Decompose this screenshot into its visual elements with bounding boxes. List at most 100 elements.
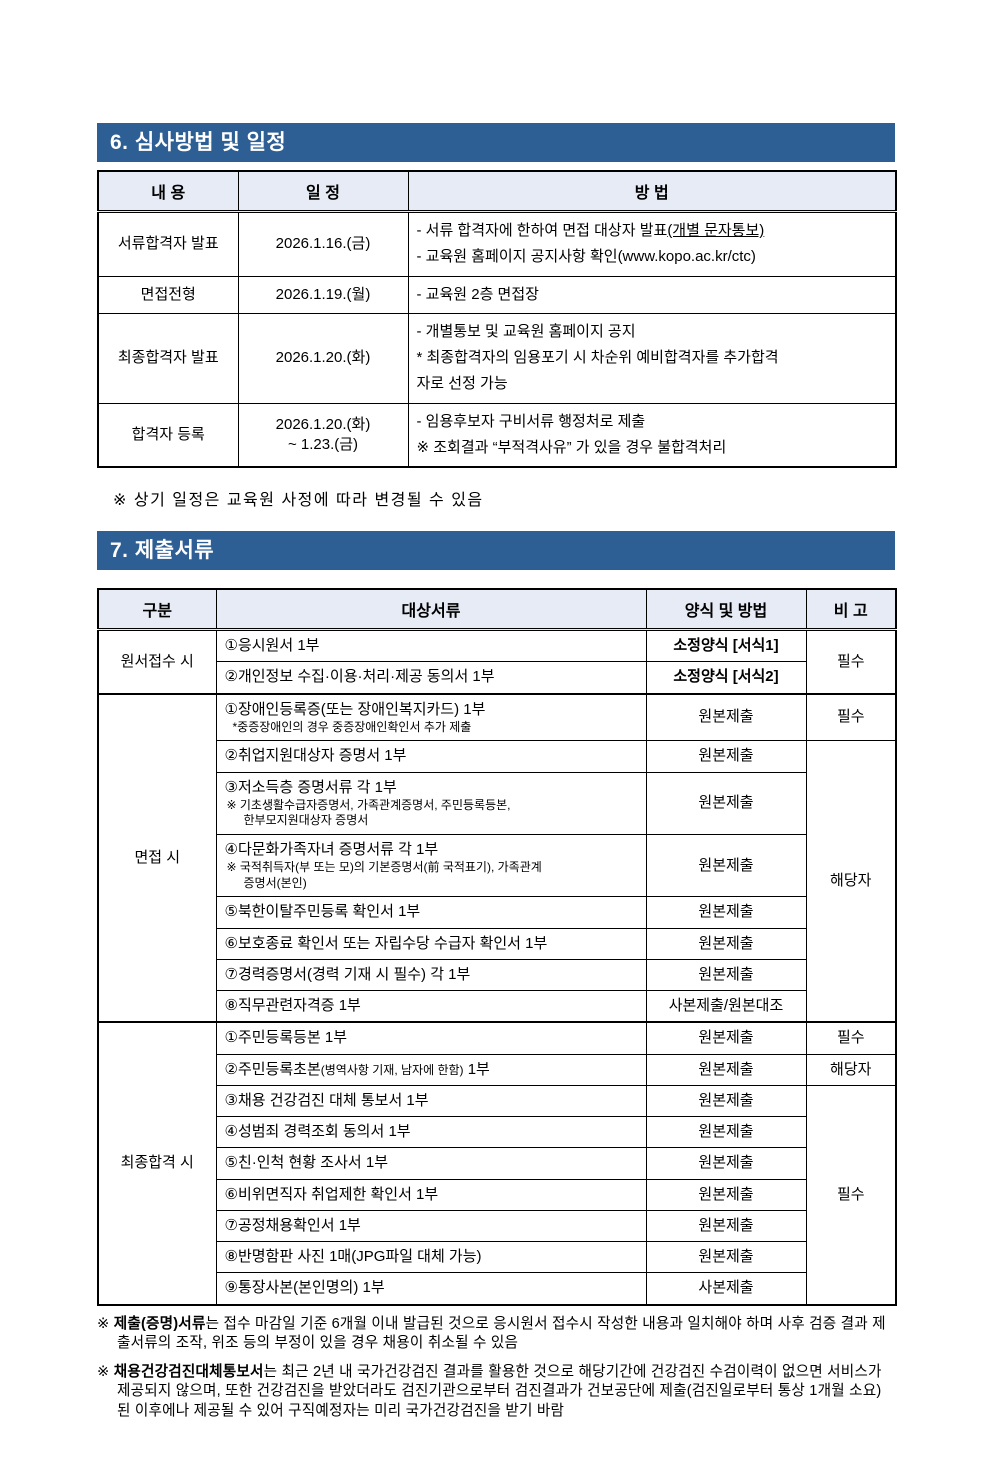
column-header-category: 구분 — [97, 588, 217, 631]
method-line: 자로 선정 가능 — [417, 371, 888, 397]
text-segment: ②취업지원대상자 증명서 1부 — [224, 747, 407, 765]
document-cell: ⑧반명함판 사진 1매(JPG파일 대체 가능) — [215, 1241, 647, 1274]
form-cell: 원본제출 — [645, 1209, 807, 1243]
table-row: ⑤친·인척 현황 조사서 1부 원본제출 — [98, 1147, 896, 1180]
note-bold-term: 제출(증명)서류 — [113, 1315, 206, 1332]
table-row: ③저소득층 증명서류 각 1부 ※ 기초생활수급자증명서, 가족관계증명서, 주민… — [98, 771, 896, 836]
form-cell: 원본제출 — [645, 1084, 807, 1118]
document-cell: ①주민등록등본 1부 — [215, 1021, 647, 1055]
note-text: 는 접수 마감일 기준 6개월 이내 발급된 것으로 응시원서 접수시 작성한 … — [117, 1315, 886, 1352]
form-cell: 소정양식 [서식2] — [645, 661, 807, 694]
form-cell: 사본제출/원본대조 — [645, 990, 807, 1023]
text-segment: ①장애인등록증(또는 장애인복지카드) 1부 — [224, 700, 486, 718]
document-cell: ③채용 건강검진 대체 통보서 1부 — [215, 1084, 647, 1118]
table-row: ⑧반명함판 사진 1매(JPG파일 대체 가능) 원본제출 — [98, 1241, 896, 1274]
text-segment: 자로 선정 가능 — [416, 375, 508, 393]
documents-table-body: 원서접수 시 ①응시원서 1부 소정양식 [서식1] 필수 ②개인정보 수집·이용·처리… — [97, 628, 897, 1306]
footer-note-documents: ※ 제출(증명)서류는 접수 마감일 기준 6개월 이내 발급된 것으로 응시원… — [97, 1315, 895, 1354]
table-row: ⑦경력증명서(경력 기재 시 필수) 각 1부 원본제출 — [98, 958, 896, 992]
method-line: - 개별통보 및 교육원 홈페이지 공지 — [417, 319, 888, 345]
table-row: ②개인정보 수집·이용·처리·제공 동의서 1부 소정양식 [서식2] — [98, 661, 896, 694]
text-segment: - 교육원 2층 면접장 — [416, 285, 539, 303]
remark-cell: 해당자 — [805, 1053, 897, 1086]
table-row: 서류합격자 발표 2026.1.16.(금) - 서류 합격자에 한하여 면접 대상… — [97, 211, 897, 277]
text-segment: - 교육원 홈페이지 공지사항 확인(www.kopo.ac.kr/ctc) — [416, 248, 756, 266]
section7-title-bar: 7. 제출서류 — [97, 531, 895, 570]
method-line: - 서류 합격자에 한하여 면접 대상자 발표(개별 문자통보) — [417, 218, 888, 244]
form-cell: 원본제출 — [645, 958, 807, 992]
form-cell: 원본제출 — [645, 896, 807, 929]
form-cell: 원본제출 — [645, 1241, 807, 1274]
form-cell: 원본제출 — [645, 1053, 807, 1086]
text-segment: ②주민등록초본 — [224, 1060, 321, 1078]
remark-cell: 필수 — [805, 1084, 897, 1306]
document-cell: ⑦경력증명서(경력 기재 시 필수) 각 1부 — [215, 958, 647, 992]
method-line: ※ 조회결과 “부적격사유” 가 있을 경우 불합격처리 — [417, 435, 888, 461]
document-cell: ⑨통장사본(본인명의) 1부 — [215, 1272, 647, 1306]
remark-cell: 필수 — [805, 692, 897, 742]
document-subnote: ※ 국적취득자(부 또는 모)의 기본증명서(前 국적표기), 가족관계 — [226, 860, 542, 875]
document-cell: ①장애인등록증(또는 장애인복지카드) 1부 *중증장애인의 경우 중증장애인확인… — [215, 692, 647, 742]
section6-title-bar: 6. 심사방법 및 일정 — [97, 123, 895, 162]
document-cell: ⑤북한이탈주민등록 확인서 1부 — [215, 896, 647, 929]
document-title: ②개인정보 수집·이용·처리·제공 동의서 1부 — [225, 667, 638, 687]
document-title: ④성범죄 경력조회 동의서 1부 — [225, 1122, 638, 1142]
table-row: ②주민등록초본(병역사항 기재, 남자에 한함) 1부 원본제출 해당자 — [98, 1053, 897, 1086]
text-segment: ④다문화가족자녀 증명서류 각 1부 — [224, 841, 439, 859]
document-title: ⑧직무관련자격증 1부 — [225, 996, 638, 1016]
document-subnote: 한부모지원대상자 증명서 — [243, 813, 369, 828]
table-row: ⑧직무관련자격증 1부 사본제출/원본대조 — [98, 990, 896, 1023]
document-subnote: 증명서(본인) — [243, 875, 307, 890]
text-segment: ③저소득층 증명서류 각 1부 — [224, 778, 397, 796]
method-cell: - 개별통보 및 교육원 홈페이지 공지 * 최종합격자의 임용포기 시 차순위 … — [407, 312, 897, 404]
text-segment: ⑧직무관련자격증 1부 — [224, 997, 361, 1015]
document-title: ⑨통장사본(본인명의) 1부 — [225, 1278, 638, 1298]
schedule-line: 2026.1.20.(화) — [275, 415, 371, 433]
content-cell: 서류합격자 발표 — [97, 211, 239, 277]
table-row: ⑨통장사본(본인명의) 1부 사본제출 — [98, 1272, 896, 1306]
underlined-text: (개별 문자통보) — [667, 222, 765, 239]
document-title: ②주민등록초본(병역사항 기재, 남자에 한함) 1부 — [225, 1060, 638, 1080]
text-segment: ⑦경력증명서(경력 기재 시 필수) 각 1부 — [224, 965, 471, 983]
method-cell: - 교육원 2층 면접장 — [407, 275, 897, 314]
text-segment: ⑥비위면직자 취업제한 확인서 1부 — [224, 1185, 439, 1203]
group-label-cell: 최종합격 시 — [97, 1021, 217, 1306]
group-label-cell: 원서접수 시 — [97, 628, 217, 694]
document-cell: ⑤친·인척 현황 조사서 1부 — [215, 1147, 647, 1180]
document-title: ⑦경력증명서(경력 기재 시 필수) 각 1부 — [225, 965, 638, 985]
table-row: ③채용 건강검진 대체 통보서 1부 원본제출 필수 — [98, 1084, 897, 1306]
document-title: ④다문화가족자녀 증명서류 각 1부 — [225, 840, 638, 860]
schedule-cell: 2026.1.16.(금) — [237, 211, 409, 277]
form-cell: 원본제출 — [645, 834, 807, 898]
document-subnote: *중증장애인의 경우 중증장애인확인서 추가 제출 — [232, 719, 472, 734]
table-row: ④다문화가족자녀 증명서류 각 1부 ※ 국적취득자(부 또는 모)의 기본증명서… — [98, 834, 896, 898]
column-header-schedule: 일 정 — [237, 170, 409, 213]
table-row: 최종합격자 발표 2026.1.20.(화) - 개별통보 및 교육원 홈페이지 공… — [97, 312, 897, 404]
text-segment: - 서류 합격자에 한하여 면접 대상자 발표 — [416, 222, 668, 239]
text-segment: ※ 조회결과 “부적격사유” 가 있을 경우 불합격처리 — [416, 438, 727, 456]
content-cell: 면접전형 — [97, 275, 239, 314]
schedule-line: 2026.1.20.(화) — [275, 349, 371, 366]
text-segment: ③채용 건강검진 대체 통보서 1부 — [224, 1091, 429, 1109]
note-marker: ※ — [97, 1363, 114, 1380]
text-segment: ⑤친·인척 현황 조사서 1부 — [224, 1154, 389, 1172]
schedule-cell: 2026.1.19.(월) — [237, 275, 409, 314]
remark-cell: 필수 — [805, 628, 897, 694]
form-cell: 원본제출 — [645, 771, 807, 836]
text-segment: ④성범죄 경력조회 동의서 1부 — [224, 1123, 411, 1141]
schedule-cell: 2026.1.20.(화) — [237, 312, 409, 404]
footer-note-health-check: ※ 채용건강검진대체통보서는 최근 2년 내 국가건강검진 결과를 활용한 것으… — [97, 1363, 895, 1422]
table-row: 합격자 등록 2026.1.20.(화) ~ 1.23.(금) - 임용후보자 구비서… — [97, 402, 897, 468]
column-header-content: 내 용 — [97, 170, 239, 213]
document-title: ⑥보호종료 확인서 또는 자립수당 수급자 확인서 1부 — [225, 934, 638, 954]
document-cell: ④성범죄 경력조회 동의서 1부 — [215, 1116, 647, 1149]
table-header-row: 구분 대상서류 양식 및 방법 비 고 — [97, 588, 897, 631]
document-title: ⑧반명함판 사진 1매(JPG파일 대체 가능) — [225, 1247, 638, 1267]
text-segment: ⑧반명함판 사진 1매(JPG파일 대체 가능) — [224, 1248, 482, 1266]
document-title: ②취업지원대상자 증명서 1부 — [225, 746, 638, 766]
note-marker: ※ — [97, 1315, 114, 1332]
table-row: 최종합격 시 ①주민등록등본 1부 원본제출 필수 — [97, 1021, 897, 1306]
content-cell: 최종합격자 발표 — [97, 312, 239, 404]
note-bold-term: 채용건강검진대체통보서 — [113, 1363, 264, 1380]
